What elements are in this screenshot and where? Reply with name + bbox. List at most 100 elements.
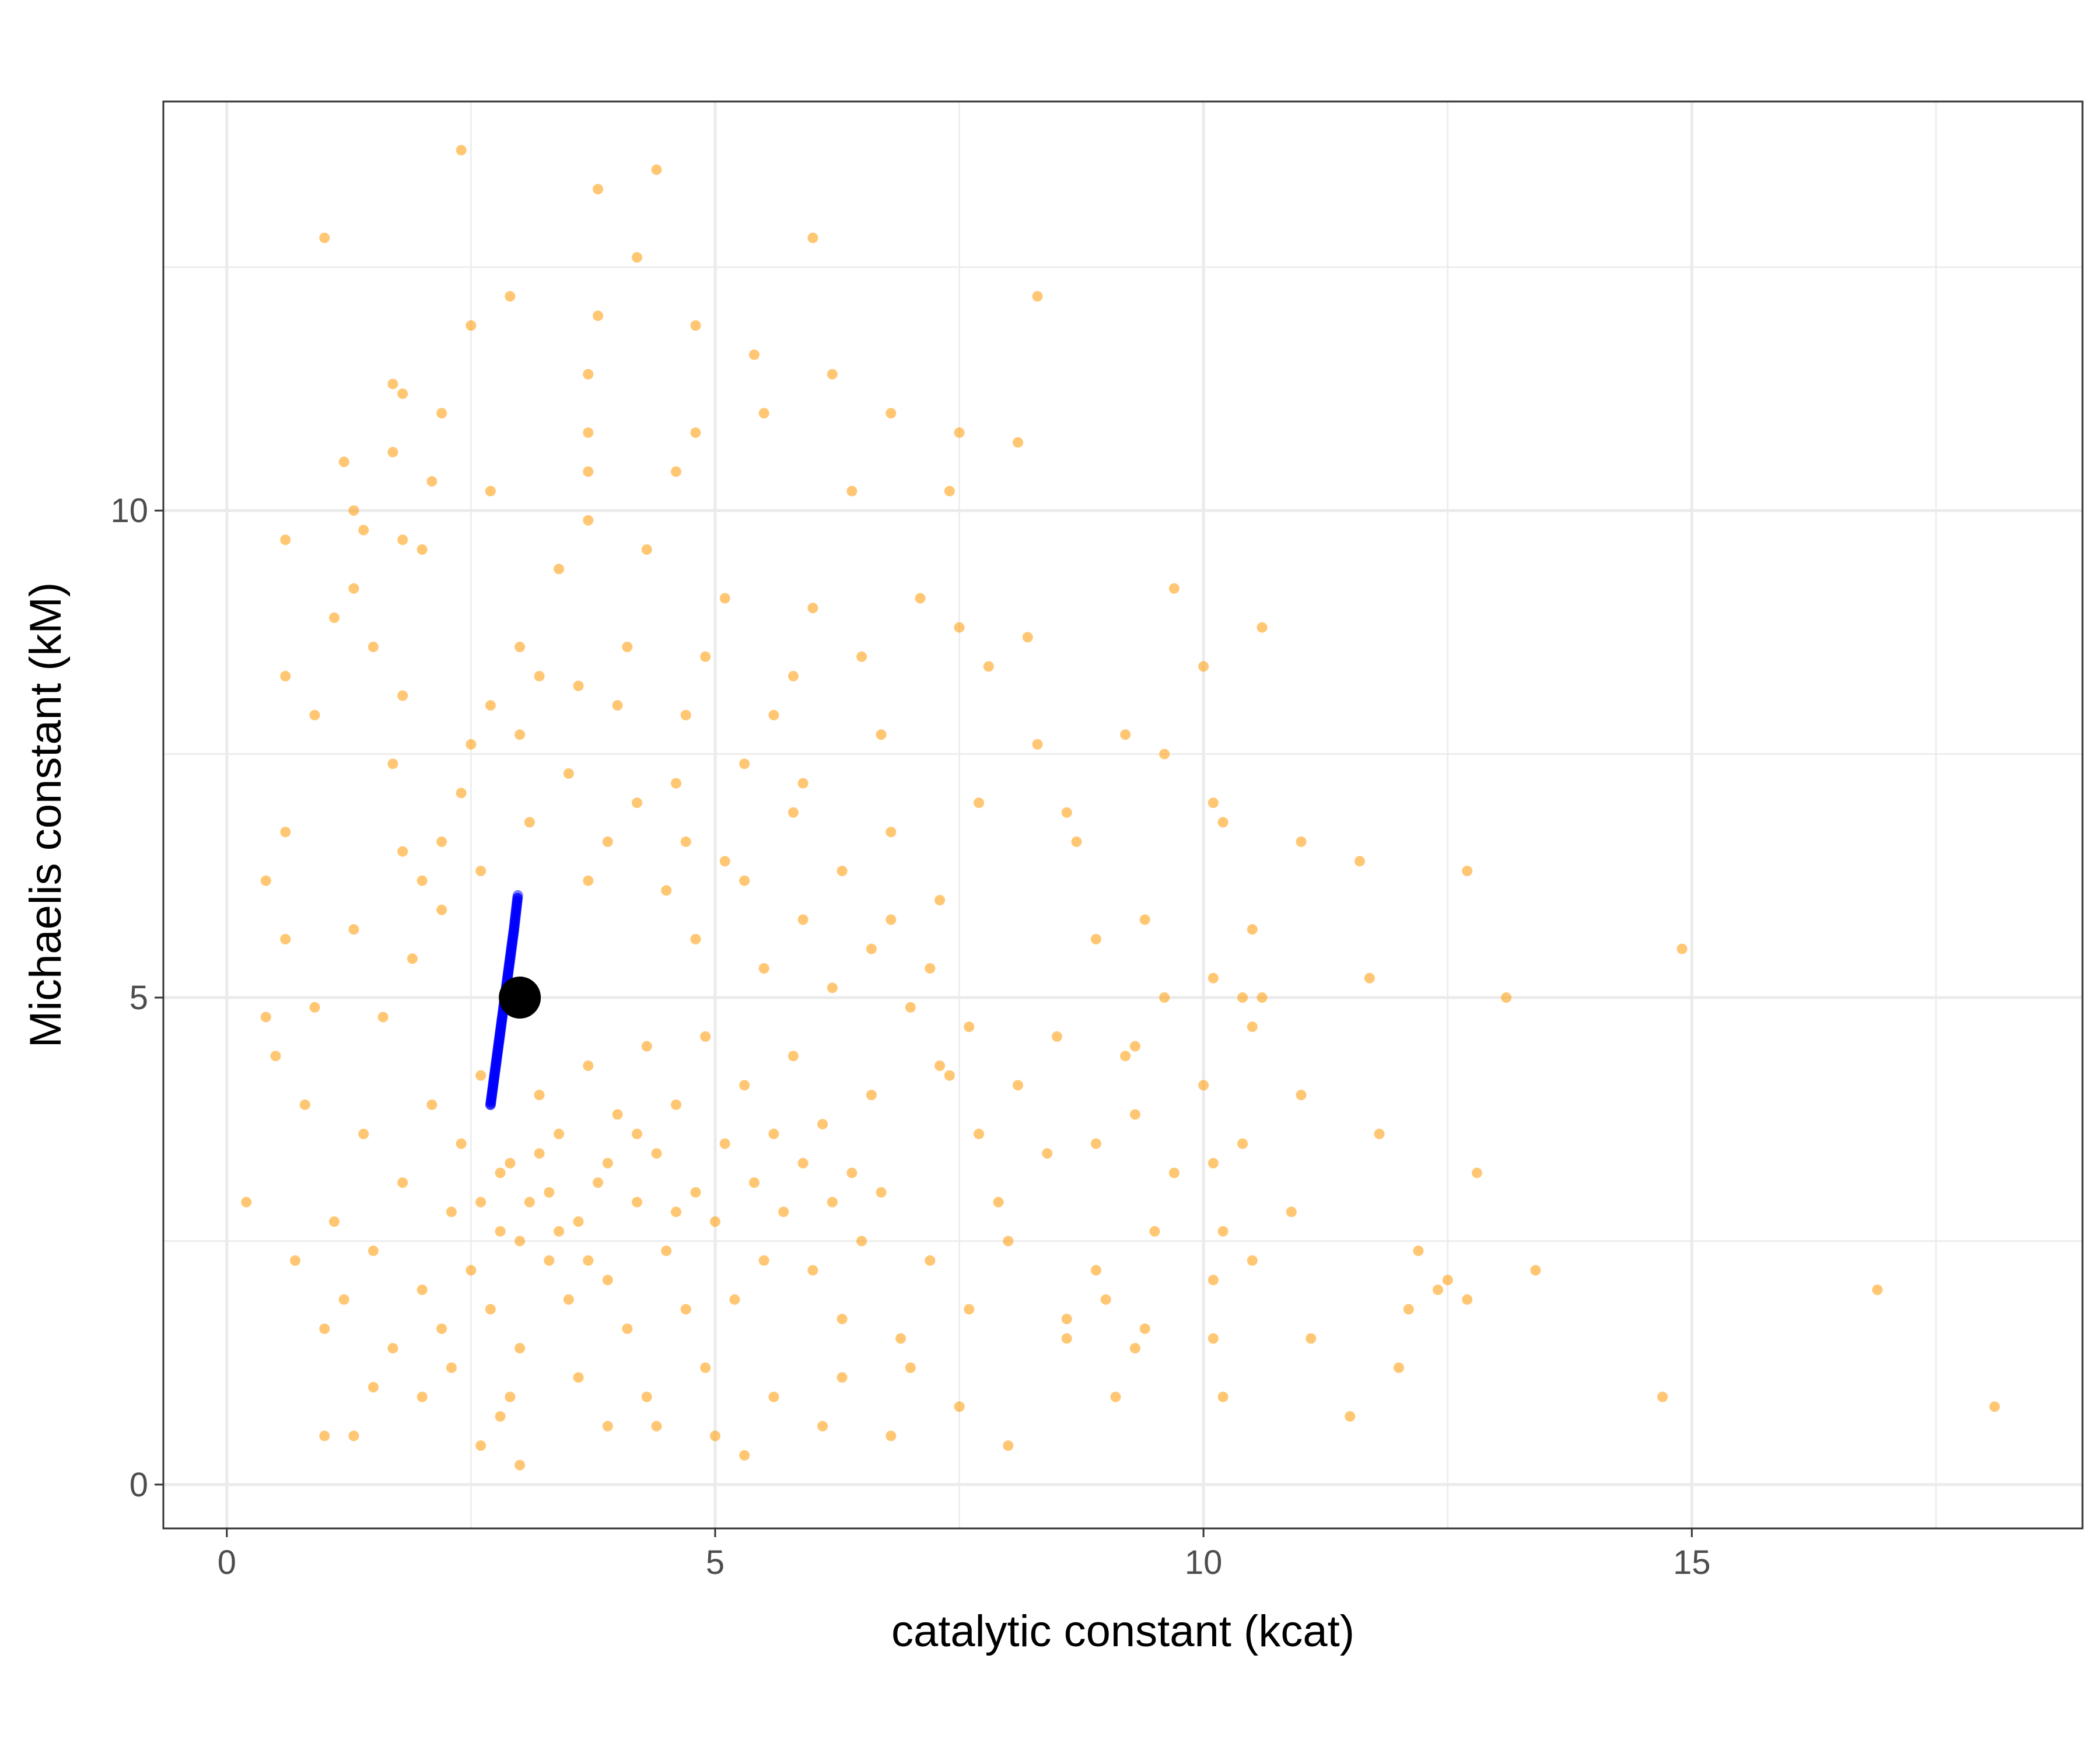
scatter-point	[387, 758, 398, 769]
scatter-point	[466, 739, 477, 750]
scatter-point	[583, 427, 594, 438]
scatter-point	[719, 1138, 730, 1149]
scatter-point	[778, 1206, 789, 1217]
scatter-point	[1286, 1206, 1297, 1217]
scatter-point	[426, 476, 438, 487]
scatter-point	[974, 1128, 985, 1139]
scatter-point	[524, 1196, 535, 1208]
scatter-point	[475, 866, 487, 877]
scatter-point	[1306, 1333, 1317, 1344]
scatter-point	[1676, 943, 1688, 954]
scatter-point	[329, 612, 340, 623]
x-tick-label: 10	[1185, 1544, 1223, 1581]
scatter-point	[514, 641, 526, 652]
scatter-point	[1217, 1391, 1228, 1402]
scatter-point	[280, 827, 291, 838]
scatter-point	[1462, 1294, 1473, 1305]
scatter-point	[758, 408, 769, 419]
scatter-point	[456, 145, 467, 156]
scatter-point	[758, 963, 769, 974]
scatter-point	[836, 1372, 848, 1383]
scatter-point	[1296, 1090, 1307, 1101]
scatter-point	[964, 1021, 975, 1033]
scatter-point	[827, 369, 838, 380]
scatter-point	[1657, 1391, 1668, 1402]
scatter-point	[1462, 866, 1473, 877]
scatter-point	[270, 1051, 281, 1062]
scatter-point	[368, 1381, 379, 1392]
scatter-point	[348, 505, 359, 516]
scatter-point	[935, 1060, 946, 1071]
scatter-point	[680, 1304, 691, 1315]
scatter-point	[807, 603, 818, 614]
scatter-point	[309, 709, 320, 720]
scatter-point	[397, 388, 408, 399]
scatter-point	[1149, 1226, 1160, 1237]
scatter-point	[1003, 1440, 1014, 1451]
scatter-point	[593, 310, 604, 321]
scatter-point	[1296, 836, 1307, 847]
scatter-point	[1110, 1391, 1121, 1402]
scatter-point	[563, 1294, 574, 1305]
scatter-point	[1217, 817, 1228, 828]
scatter-point	[466, 1265, 477, 1276]
scatter-point	[700, 1362, 711, 1373]
scatter-point	[1100, 1294, 1111, 1305]
scatter-point	[1208, 1333, 1219, 1344]
scatter-point	[505, 291, 516, 302]
scatter-point	[544, 1255, 555, 1266]
scatter-point	[319, 1323, 330, 1334]
scatter-point	[1051, 1031, 1062, 1042]
scatter-point	[358, 1128, 369, 1139]
scatter-point	[1345, 1411, 1356, 1422]
scatter-point	[1159, 748, 1170, 760]
scatter-point	[1022, 632, 1033, 643]
scatter-point	[788, 807, 799, 818]
scatter-point	[1198, 661, 1209, 672]
scatter-point	[1374, 1128, 1385, 1139]
scatter-point	[886, 827, 897, 838]
scatter-point	[1471, 1167, 1482, 1178]
scatter-point	[241, 1196, 252, 1208]
scatter-point	[1247, 924, 1258, 935]
scatter-point	[348, 924, 359, 935]
scatter-point	[554, 564, 565, 575]
scatter-point	[260, 1012, 271, 1023]
scatter-point	[632, 252, 643, 263]
y-tick-label: 5	[130, 979, 148, 1017]
scatter-point	[680, 709, 691, 720]
scatter-point	[1139, 914, 1150, 925]
scatter-point	[1168, 1167, 1180, 1178]
scatter-point	[739, 875, 750, 886]
scatter-point	[495, 1167, 506, 1178]
scatter-point	[387, 447, 398, 458]
scatter-point	[1208, 1275, 1219, 1286]
scatter-point	[788, 1051, 799, 1062]
scatter-point	[661, 885, 672, 896]
scatter-point	[1013, 437, 1024, 448]
scatter-point	[602, 1157, 613, 1168]
scatter-point	[915, 593, 926, 604]
scatter-point	[583, 875, 594, 886]
scatter-point	[475, 1070, 487, 1081]
scatter-point	[739, 758, 750, 769]
estimate-point	[499, 977, 541, 1019]
scatter-point	[925, 1255, 936, 1266]
scatter-point	[593, 184, 604, 195]
scatter-point	[817, 1420, 828, 1432]
scatter-point	[436, 408, 447, 419]
scatter-point	[1256, 992, 1268, 1003]
scatter-point	[1354, 856, 1366, 867]
scatter-point	[602, 1275, 613, 1286]
scatter-point	[768, 1128, 779, 1139]
scatter-point	[954, 427, 965, 438]
estimate-layer	[499, 977, 541, 1019]
scatter-point	[505, 1157, 516, 1168]
scatter-point	[1071, 836, 1082, 847]
scatter-point	[446, 1206, 457, 1217]
scatter-point	[719, 856, 730, 867]
scatter-point	[407, 953, 418, 964]
scatter-point	[1120, 729, 1131, 740]
